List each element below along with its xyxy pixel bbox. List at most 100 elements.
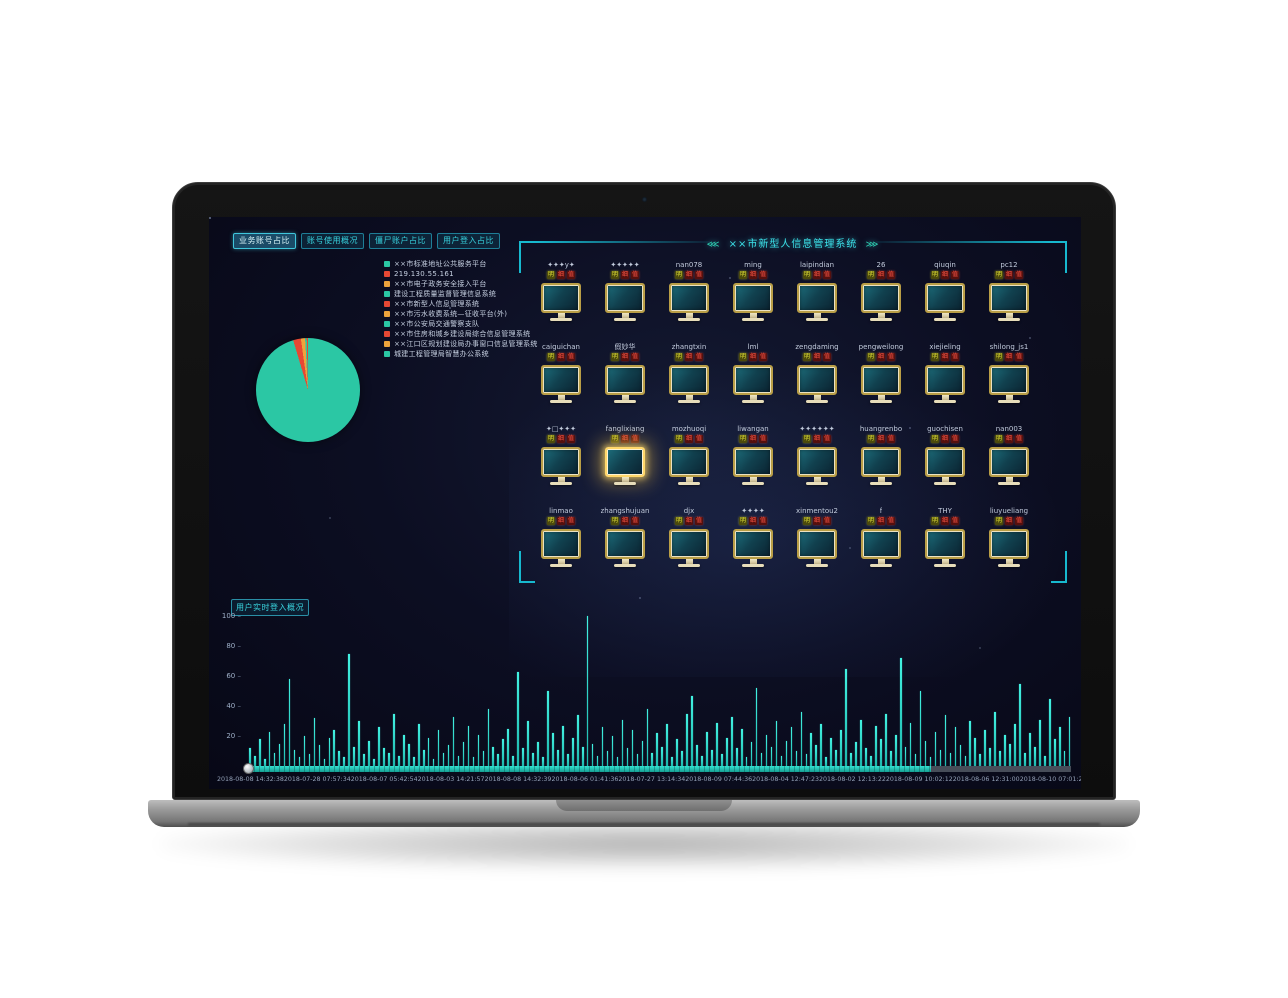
user-cell[interactable]: 假妙华明细值	[593, 343, 657, 425]
datazoom-unselected-range[interactable]	[931, 766, 1071, 772]
monitor-icon	[989, 529, 1029, 567]
user-cell[interactable]: huangrenbo 明细值	[849, 425, 913, 507]
status-badge: 明	[867, 435, 875, 443]
user-cell[interactable]: lml 明细值	[721, 343, 785, 425]
user-cell[interactable]: laipindian 明细值	[785, 261, 849, 343]
prev-arrows-icon[interactable]: ⋘	[706, 240, 721, 250]
bar	[1029, 733, 1031, 766]
monitor-icon	[733, 529, 773, 567]
user-cell[interactable]: nan003 明细值	[977, 425, 1041, 507]
bar	[870, 755, 872, 766]
bar	[1048, 698, 1051, 766]
bar	[631, 730, 634, 766]
user-cell[interactable]: guochisen 明细值	[913, 425, 977, 507]
legend-label: ××市公安局交通警察支队	[394, 319, 480, 328]
user-name: caiguichan	[542, 343, 580, 351]
user-cell[interactable]: THY 明细值	[913, 507, 977, 589]
user-cell[interactable]: shilong_js1 明细值	[977, 343, 1041, 425]
bar	[954, 727, 957, 766]
user-cell[interactable]: xiejieling 明细值	[913, 343, 977, 425]
bar	[636, 754, 639, 766]
user-cell[interactable]: zhangtxin 明细值	[657, 343, 721, 425]
bar	[860, 719, 862, 766]
datazoom-handle[interactable]	[243, 763, 254, 774]
status-badge: 细	[877, 517, 885, 525]
status-badges: 明细值	[803, 271, 831, 279]
status-badges: 明细值	[611, 353, 639, 361]
user-cell[interactable]: ✦✦✦y✦ 明细值	[529, 261, 593, 343]
legend-item-8[interactable]: ××市住房和城乡建设局综合信息管理系统	[384, 329, 538, 338]
tab-3[interactable]: 僵尸账户占比	[369, 233, 432, 249]
bar	[472, 757, 475, 766]
status-badge: 细	[621, 353, 629, 361]
user-cell[interactable]: pengweilong 明细值	[849, 343, 913, 425]
monitor-grid: ✦✦✦y✦ 明细值 ✦✦✦✦✦ 明细值 nan078 明细值 ming 明细值 laipindi…	[529, 261, 1041, 589]
status-badge: 值	[567, 353, 575, 361]
legend-item-5[interactable]: ××市新型人信息管理系统	[384, 299, 538, 308]
user-cell[interactable]: zengdaming 明细值	[785, 343, 849, 425]
user-cell[interactable]: liwangan 明细值	[721, 425, 785, 507]
status-badge: 明	[547, 435, 555, 443]
legend-item-2[interactable]: 219.130.55.161	[384, 269, 538, 278]
frame-corner-bottom-left-icon	[519, 551, 535, 583]
monitor-icon	[925, 447, 965, 485]
user-cell[interactable]: liuyueliang 明细值	[977, 507, 1041, 589]
tab-4[interactable]: 用户登入占比	[437, 233, 500, 249]
bar	[949, 752, 952, 766]
legend-swatch-icon	[384, 300, 390, 307]
legend-item-10[interactable]: 城建工程管理局智慧办公系统	[384, 349, 538, 358]
status-badges: 明细值	[739, 517, 767, 525]
monitor-icon	[797, 365, 837, 403]
tab-1[interactable]: 业务账号占比	[233, 233, 296, 249]
user-cell[interactable]: djx 明细值	[657, 507, 721, 589]
legend-item-4[interactable]: 建设工程质量监督管理信息系统	[384, 289, 538, 298]
status-badges: 明细值	[675, 271, 703, 279]
status-badge: 明	[547, 271, 555, 279]
user-cell[interactable]: fanglixiang 明细值	[593, 425, 657, 507]
bar	[447, 745, 450, 766]
status-badge: 细	[685, 353, 693, 361]
y-tick-label: 60	[215, 672, 241, 680]
user-cell[interactable]: ✦✦✦✦ 明细值	[721, 507, 785, 589]
user-cell[interactable]: mozhuoqi 明细值	[657, 425, 721, 507]
bar	[333, 730, 336, 766]
next-arrows-icon[interactable]: ⋙	[865, 240, 880, 250]
user-cell[interactable]: zhangshujuan 明细值	[593, 507, 657, 589]
status-badge: 细	[749, 517, 757, 525]
bar	[934, 731, 937, 766]
datazoom-selected-range[interactable]	[249, 766, 931, 772]
legend-item-1[interactable]: ××市标准地址公共服务平台	[384, 259, 538, 268]
bar	[979, 754, 981, 766]
user-cell[interactable]: caiguichan 明细值	[529, 343, 593, 425]
legend-item-9[interactable]: ××江口区规划建设局办事窗口信息管理系统	[384, 339, 538, 348]
bar	[735, 748, 738, 766]
bar	[457, 755, 460, 766]
user-cell[interactable]: ✦✦✦✦✦✦ 明细值	[785, 425, 849, 507]
user-cell[interactable]: ✦□✦✦✦ 明细值	[529, 425, 593, 507]
bar	[512, 755, 514, 766]
user-cell[interactable]: pc12 明细值	[977, 261, 1041, 343]
user-cell[interactable]: 26 明细值	[849, 261, 913, 343]
pie-chart[interactable]	[256, 338, 360, 442]
status-badge: 值	[823, 517, 831, 525]
user-cell[interactable]: ✦✦✦✦✦ 明细值	[593, 261, 657, 343]
user-cell[interactable]: ming 明细值	[721, 261, 785, 343]
status-badges: 明细值	[547, 353, 575, 361]
user-cell[interactable]: linmao 明细值	[529, 507, 593, 589]
legend-item-7[interactable]: ××市公安局交通警察支队	[384, 319, 538, 328]
user-cell[interactable]: xinmentou2 明细值	[785, 507, 849, 589]
legend-item-6[interactable]: ××市污水收费系统—征收平台(外)	[384, 309, 538, 318]
user-cell[interactable]: nan078 明细值	[657, 261, 721, 343]
tab-2[interactable]: 账号使用概况	[301, 233, 364, 249]
legend-label: ××市新型人信息管理系统	[394, 299, 480, 308]
bar	[651, 752, 654, 766]
x-tick-label: 2018-08-04 12:47:23	[752, 776, 820, 783]
status-badge: 值	[631, 353, 639, 361]
bar	[1039, 719, 1041, 766]
datazoom-slider[interactable]	[249, 766, 1071, 772]
legend-item-3[interactable]: ××市电子政务安全接入平台	[384, 279, 538, 288]
monitor-icon	[605, 365, 645, 403]
user-cell[interactable]: qiuqin 明细值	[913, 261, 977, 343]
status-badge: 细	[685, 435, 693, 443]
